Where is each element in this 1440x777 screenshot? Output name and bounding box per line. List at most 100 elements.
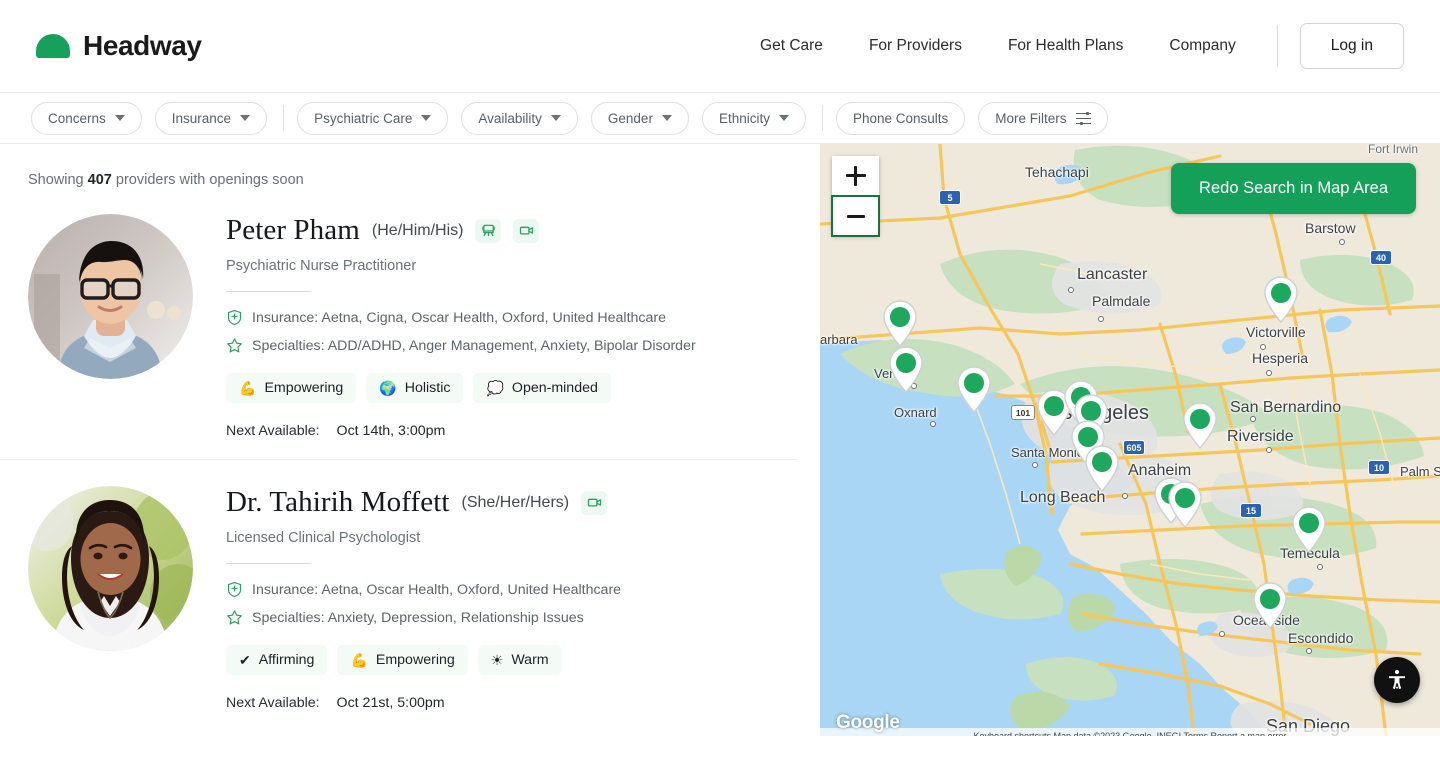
map-zoom-out-button[interactable] bbox=[831, 195, 880, 237]
map-marker[interactable] bbox=[888, 346, 924, 394]
site-header: Headway Get Care For Providers For Healt… bbox=[0, 0, 1440, 93]
provider-title: Licensed Clinical Psychologist bbox=[226, 530, 421, 546]
provider-tag[interactable]: 💭 Open-minded bbox=[473, 373, 611, 403]
tag-label: Empowering bbox=[264, 380, 344, 396]
brand-logo[interactable]: Headway bbox=[36, 30, 202, 62]
chevron-down-icon bbox=[421, 115, 432, 121]
map-marker[interactable] bbox=[1291, 506, 1327, 554]
provider-name[interactable]: Dr. Tahirih Moffett bbox=[226, 486, 450, 518]
provider-info: Peter Pham (He/Him/His) bbox=[226, 210, 769, 439]
map-zoom-in-button[interactable] bbox=[832, 156, 879, 196]
tag-emoji: 💪 bbox=[350, 652, 368, 668]
plus-icon bbox=[845, 165, 866, 186]
filter-bar: Concerns Insurance Psychiatric Care Avai… bbox=[0, 93, 1440, 144]
filter-availability-label: Availability bbox=[478, 110, 542, 126]
in-person-chair-icon bbox=[475, 218, 502, 243]
divider bbox=[226, 563, 311, 564]
next-available-value[interactable]: Oct 21st, 5:00pm bbox=[336, 695, 445, 711]
nav-item-for-providers[interactable]: For Providers bbox=[868, 37, 962, 54]
avatar bbox=[28, 214, 193, 379]
tag-label: Affirming bbox=[258, 652, 315, 668]
filter-gender[interactable]: Gender bbox=[590, 101, 689, 135]
showing-prefix: Showing bbox=[28, 172, 88, 188]
filter-concerns[interactable]: Concerns bbox=[31, 101, 142, 135]
filter-phone-consults[interactable]: Phone Consults bbox=[835, 101, 966, 135]
interstate-shield: 40 bbox=[1370, 250, 1392, 265]
tag-emoji: 🌍 bbox=[379, 380, 397, 396]
video-camera-icon bbox=[581, 490, 608, 515]
filter-insurance[interactable]: Insurance bbox=[154, 101, 268, 135]
interstate-shield: 10 bbox=[1368, 460, 1390, 475]
tag-emoji: ☀ bbox=[490, 652, 504, 668]
tag-label: Open-minded bbox=[511, 380, 598, 396]
shield-plus-icon bbox=[226, 581, 243, 603]
filter-divider-2 bbox=[821, 105, 823, 131]
map-marker[interactable] bbox=[1167, 481, 1203, 529]
filter-divider-1 bbox=[283, 105, 285, 131]
nav-divider bbox=[1276, 25, 1278, 67]
provider-tags: ✔ Affirming 💪 Empowering ☀ Warm bbox=[226, 645, 769, 675]
provider-tag[interactable]: 💪 Empowering bbox=[226, 373, 357, 403]
tag-label: Warm bbox=[511, 652, 549, 668]
map-marker[interactable] bbox=[1263, 276, 1299, 324]
interstate-shield: 5 bbox=[939, 190, 961, 205]
filter-more-filters[interactable]: More Filters bbox=[978, 101, 1108, 135]
filter-availability[interactable]: Availability bbox=[461, 101, 578, 135]
provider-specialties: Specialties: ADD/ADHD, Anger Management,… bbox=[252, 338, 696, 354]
provider-card[interactable]: Dr. Tahirih Moffett (She/Her/Hers) Licen… bbox=[0, 459, 797, 731]
accessibility-button[interactable] bbox=[1374, 657, 1420, 703]
provider-insurance: Insurance: Aetna, Cigna, Oscar Health, O… bbox=[252, 310, 667, 326]
tag-label: Holistic bbox=[404, 380, 451, 396]
map-panel[interactable]: Fort Irwin Tehachapi Barstow Lancaster P… bbox=[820, 144, 1440, 736]
provider-pronouns: (He/Him/His) bbox=[371, 221, 464, 239]
map-marker[interactable] bbox=[956, 366, 992, 414]
provider-tag[interactable]: 🌍 Holistic bbox=[366, 373, 464, 403]
map-marker[interactable] bbox=[1084, 445, 1120, 493]
redo-search-button[interactable]: Redo Search in Map Area bbox=[1171, 163, 1416, 214]
minus-icon bbox=[846, 214, 865, 218]
video-camera-icon bbox=[513, 218, 540, 243]
filter-psychiatric-care[interactable]: Psychiatric Care bbox=[297, 101, 449, 135]
login-button[interactable]: Log in bbox=[1299, 23, 1404, 69]
interstate-shield: 15 bbox=[1240, 503, 1262, 518]
next-available-row: Next Available: Oct 21st, 5:00pm bbox=[226, 695, 769, 711]
divider bbox=[226, 291, 311, 292]
next-available-label: Next Available: bbox=[226, 423, 320, 439]
next-available-value[interactable]: Oct 14th, 3:00pm bbox=[336, 423, 446, 439]
provider-insurance-row: Insurance: Aetna, Cigna, Oscar Health, O… bbox=[226, 308, 769, 331]
filter-concerns-label: Concerns bbox=[48, 110, 106, 126]
chevron-down-icon bbox=[114, 115, 125, 121]
provider-name[interactable]: Peter Pham bbox=[226, 214, 360, 246]
nav-item-get-care[interactable]: Get Care bbox=[760, 37, 823, 54]
provider-insurance: Insurance: Aetna, Oscar Health, Oxford, … bbox=[252, 582, 622, 598]
star-icon bbox=[226, 609, 243, 631]
interstate-shield: 605 bbox=[1123, 440, 1145, 455]
map-marker[interactable] bbox=[1252, 582, 1288, 630]
chevron-down-icon bbox=[550, 115, 561, 121]
us-route-shield: 101 bbox=[1011, 405, 1035, 420]
avatar bbox=[28, 486, 193, 651]
nav-item-company[interactable]: Company bbox=[1169, 37, 1236, 54]
results-panel[interactable]: Showing 407 providers with openings soon bbox=[0, 144, 797, 777]
tag-emoji: ✔ bbox=[239, 652, 251, 668]
provider-card[interactable]: Peter Pham (He/Him/His) bbox=[0, 188, 797, 459]
accessibility-icon bbox=[1389, 669, 1405, 689]
provider-tag[interactable]: 💪 Empowering bbox=[337, 645, 468, 675]
results-count: 407 bbox=[87, 172, 112, 188]
provider-name-row: Dr. Tahirih Moffett (She/Her/Hers) bbox=[226, 486, 769, 519]
shield-plus-icon bbox=[226, 309, 243, 331]
map-marker[interactable] bbox=[1182, 402, 1218, 450]
brand-name: Headway bbox=[83, 30, 202, 61]
map-marker[interactable] bbox=[882, 300, 918, 348]
provider-pronouns: (She/Her/Hers) bbox=[461, 493, 570, 511]
google-logo: Google bbox=[836, 712, 900, 733]
provider-name-row: Peter Pham (He/Him/His) bbox=[226, 214, 769, 247]
filter-ethnicity[interactable]: Ethnicity bbox=[701, 101, 806, 135]
provider-tag[interactable]: ☀ Warm bbox=[477, 645, 562, 675]
nav-item-for-health-plans[interactable]: For Health Plans bbox=[1007, 37, 1124, 54]
provider-info: Dr. Tahirih Moffett (She/Her/Hers) Licen… bbox=[226, 482, 769, 711]
provider-specialties-row: Specialties: Anxiety, Depression, Relati… bbox=[226, 608, 769, 631]
provider-specialties: Specialties: Anxiety, Depression, Relati… bbox=[252, 610, 584, 626]
provider-tag[interactable]: ✔ Affirming bbox=[226, 645, 328, 675]
